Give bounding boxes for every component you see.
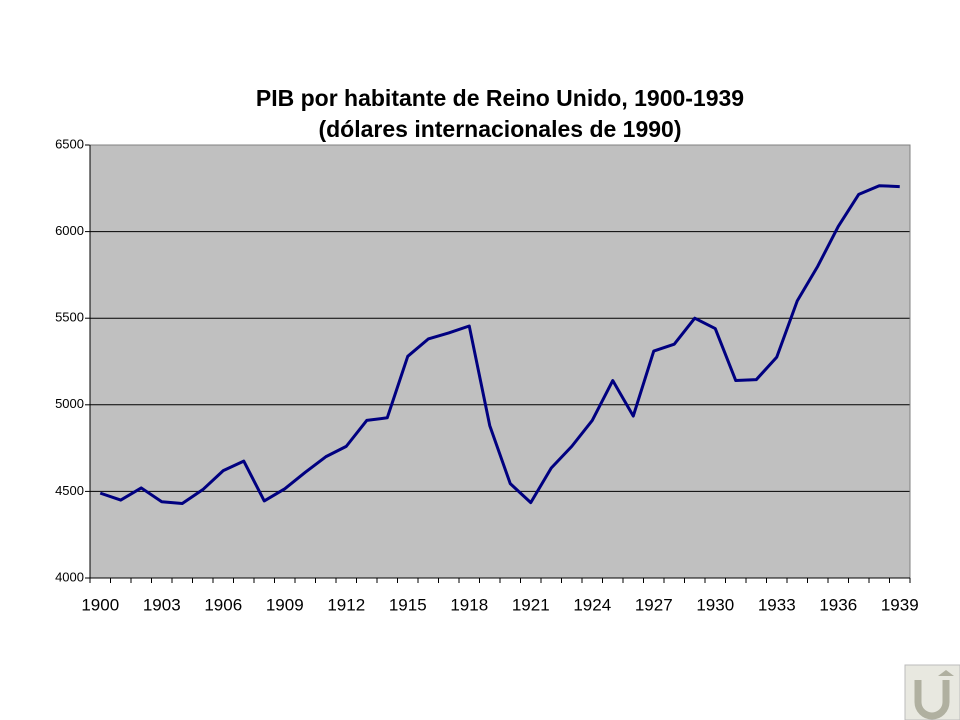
- y-tick-label: 5000: [55, 396, 84, 411]
- x-tick-label: 1924: [573, 595, 611, 614]
- x-tick-label: 1918: [450, 595, 488, 614]
- x-tick-label: 1921: [512, 595, 550, 614]
- x-tick-label: 1936: [819, 595, 857, 614]
- y-tick-label: 5500: [55, 310, 84, 325]
- data-line: [99, 184, 900, 506]
- x-tick-label: 1903: [143, 595, 181, 614]
- x-tick-label: 1939: [881, 595, 919, 614]
- button-bg: [904, 664, 960, 720]
- x-tick-label: 1909: [266, 595, 304, 614]
- x-tick-label: 1930: [696, 595, 734, 614]
- x-tick-label: 1933: [758, 595, 796, 614]
- chart-title: PIB por habitante de Reino Unido, 1900-1…: [256, 85, 744, 111]
- x-tick-label: 1915: [389, 595, 427, 614]
- plot-area: [90, 145, 910, 578]
- button-icon: [914, 680, 950, 720]
- chart-subtitle: (dólares internacionales de 1990): [318, 116, 681, 142]
- y-tick-label: 6000: [55, 223, 84, 238]
- x-tick-label: 1906: [204, 595, 242, 614]
- y-tick-label: 4000: [55, 569, 84, 584]
- y-tick-label: 4500: [55, 483, 84, 498]
- x-tick-label: 1900: [81, 595, 119, 614]
- back-button[interactable]: [904, 664, 960, 720]
- button-arrow: [938, 670, 954, 676]
- y-tick-label: 6500: [55, 136, 84, 151]
- x-tick-label: 1912: [327, 595, 365, 614]
- x-tick-label: 1927: [635, 595, 673, 614]
